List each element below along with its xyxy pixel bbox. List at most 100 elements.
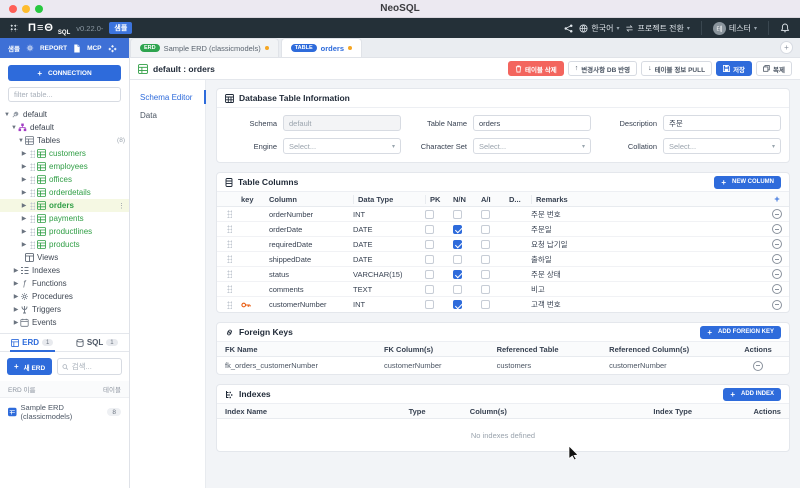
nn-checkbox[interactable] xyxy=(453,254,462,264)
nn-checkbox[interactable] xyxy=(453,300,462,309)
tree-node-tables[interactable]: ▼ Tables (8) xyxy=(18,136,125,145)
erd-search[interactable] xyxy=(57,358,122,375)
engine-select[interactable]: Select... ▾ xyxy=(283,138,401,154)
remove-column-button[interactable] xyxy=(772,299,782,310)
pk-checkbox[interactable] xyxy=(425,300,434,309)
remove-column-button[interactable] xyxy=(772,254,782,264)
nn-checkbox[interactable] xyxy=(453,269,462,279)
ai-checkbox[interactable] xyxy=(481,239,490,249)
chevron-right-icon[interactable]: ▶ xyxy=(21,216,27,222)
chevron-right-icon[interactable]: ▶ xyxy=(13,294,19,300)
clone-button[interactable]: 복제 xyxy=(756,61,792,76)
drag-handle[interactable] xyxy=(226,210,232,218)
pk-checkbox[interactable] xyxy=(425,284,434,294)
drag-handle[interactable] xyxy=(226,300,232,309)
drag-handle[interactable] xyxy=(30,227,35,236)
toolbar-report[interactable]: REPORT xyxy=(39,44,68,52)
language-selector[interactable]: 한국어 ▾ xyxy=(579,23,619,34)
ai-checkbox[interactable] xyxy=(481,254,490,264)
erd-search-input[interactable] xyxy=(71,362,117,371)
remove-column-button[interactable] xyxy=(772,284,782,294)
tree-table-offices[interactable]: ▶ offices xyxy=(21,175,72,184)
notifications-button[interactable] xyxy=(780,23,790,33)
remove-column-button[interactable] xyxy=(772,209,782,219)
tab-sql[interactable]: SQL 1 xyxy=(65,334,130,351)
pull-table-info-button[interactable]: ↓ 테이블 정보 PULL xyxy=(641,61,713,76)
tree-node-schema[interactable]: ▼ default xyxy=(11,123,55,132)
remove-column-button[interactable] xyxy=(772,239,782,249)
drag-handle[interactable] xyxy=(30,201,35,210)
ai-checkbox[interactable] xyxy=(481,224,490,234)
tab-schema-editor[interactable]: Schema Editor xyxy=(130,88,206,106)
toolbar-sample[interactable]: 샘플 xyxy=(8,46,20,53)
drag-handle[interactable] xyxy=(226,285,232,293)
user-menu[interactable]: 테 테스터 ▾ xyxy=(712,21,757,35)
tree-table-productlines[interactable]: ▶ productlines xyxy=(21,227,93,236)
add-column-plus[interactable]: + xyxy=(774,194,780,204)
chevron-down-icon[interactable]: ▼ xyxy=(11,124,17,131)
close-window-button[interactable] xyxy=(9,5,17,13)
chevron-right-icon[interactable]: ▶ xyxy=(21,151,27,157)
drag-handle[interactable] xyxy=(226,270,232,278)
add-foreign-key-button[interactable]: ADD FOREIGN KEY xyxy=(700,325,781,339)
tree-node-triggers[interactable]: ▶ Triggers xyxy=(13,305,62,314)
nn-checkbox[interactable] xyxy=(453,239,462,249)
pk-checkbox[interactable] xyxy=(425,269,434,279)
chevron-down-icon[interactable]: ▼ xyxy=(4,111,10,118)
tree-node-indexes[interactable]: ▶ Indexes xyxy=(13,266,61,275)
chevron-right-icon[interactable]: ▶ xyxy=(13,281,19,287)
maximize-window-button[interactable] xyxy=(35,5,43,13)
tree-table-products[interactable]: ▶ products xyxy=(21,240,80,249)
chevron-right-icon[interactable]: ▶ xyxy=(13,268,19,274)
remove-fk-button[interactable] xyxy=(753,360,763,371)
project-switch[interactable]: 프로젝트 전환 ▾ xyxy=(625,23,690,34)
tab-erd-sample[interactable]: ERD Sample ERD (classicmodels) xyxy=(130,38,279,57)
drag-handle[interactable] xyxy=(30,149,35,158)
add-tab-button[interactable]: + xyxy=(780,41,793,54)
drag-handle[interactable] xyxy=(226,225,232,233)
filter-table-input[interactable] xyxy=(8,87,121,102)
save-button[interactable]: 저장 xyxy=(716,61,753,76)
chevron-right-icon[interactable]: ▶ xyxy=(13,307,19,313)
tree-table-employees[interactable]: ▶ employees xyxy=(21,162,88,171)
remove-column-button[interactable] xyxy=(772,269,782,279)
delete-table-button[interactable]: 테이블 삭제 xyxy=(507,61,564,76)
toolbar-mcp[interactable]: MCP xyxy=(87,44,102,52)
tree-table-orders[interactable]: ▶ orders ⋮ xyxy=(0,199,129,212)
minimize-window-button[interactable] xyxy=(22,5,30,13)
drag-handle[interactable] xyxy=(226,255,232,263)
tree-node-connection[interactable]: ▼ default xyxy=(4,110,48,119)
new-erd-button[interactable]: 새 ERD xyxy=(7,358,53,375)
tree-table-customers[interactable]: ▶ customers xyxy=(21,149,86,158)
tree-node-views[interactable]: Views xyxy=(0,251,129,264)
nn-checkbox[interactable] xyxy=(453,224,462,234)
drag-handle[interactable] xyxy=(30,162,35,171)
chevron-right-icon[interactable]: ▶ xyxy=(21,164,27,170)
nn-checkbox[interactable] xyxy=(453,209,462,219)
app-grid-icon[interactable] xyxy=(10,24,18,32)
nn-checkbox[interactable] xyxy=(453,284,462,294)
description-field[interactable] xyxy=(663,115,781,131)
drag-handle[interactable] xyxy=(30,175,35,184)
pk-checkbox[interactable] xyxy=(425,254,434,264)
pk-checkbox[interactable] xyxy=(425,209,434,219)
chevron-right-icon[interactable]: ▶ xyxy=(21,229,27,235)
new-column-button[interactable]: NEW COLUMN xyxy=(714,175,781,189)
tab-erd[interactable]: ERD 1 xyxy=(0,334,65,352)
tree-table-payments[interactable]: ▶ payments xyxy=(21,214,84,223)
row-menu-icon[interactable]: ⋮ xyxy=(118,202,125,210)
collation-select[interactable]: Select... ▾ xyxy=(663,138,781,154)
chevron-right-icon[interactable]: ▶ xyxy=(13,320,19,326)
document-icon[interactable] xyxy=(73,43,81,53)
ai-checkbox[interactable] xyxy=(481,269,490,279)
chevron-right-icon[interactable]: ▶ xyxy=(21,177,27,183)
add-index-button[interactable]: ADD INDEX xyxy=(723,387,781,401)
share-button[interactable] xyxy=(564,24,573,33)
nodes-icon[interactable] xyxy=(107,44,117,53)
tab-table-orders[interactable]: TABLE orders xyxy=(280,38,363,57)
ai-checkbox[interactable] xyxy=(481,284,490,294)
chevron-right-icon[interactable]: ▶ xyxy=(21,203,27,209)
ai-checkbox[interactable] xyxy=(481,209,490,219)
drag-handle[interactable] xyxy=(30,188,35,197)
tab-data[interactable]: Data xyxy=(140,110,157,120)
